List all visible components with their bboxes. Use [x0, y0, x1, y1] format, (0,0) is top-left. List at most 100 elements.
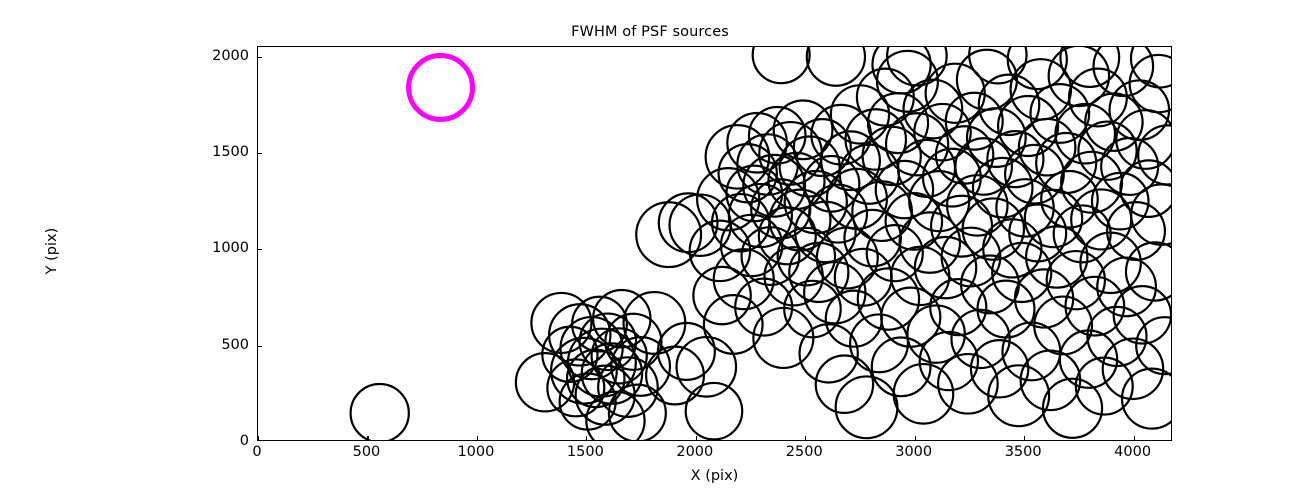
psf-source-circle — [971, 156, 1034, 219]
y-tick-label: 1000 — [212, 240, 249, 257]
psf-source-circle — [684, 381, 744, 440]
psf-source-circle — [772, 99, 834, 161]
psf-source-circle — [991, 241, 1053, 304]
psf-source-circle — [814, 354, 875, 414]
psf-source-circle — [712, 248, 775, 311]
x-tick — [1024, 436, 1026, 440]
psf-source-circle — [986, 130, 1045, 189]
psf-source-circle — [788, 241, 850, 304]
psf-source-circle — [794, 200, 857, 264]
y-tick-label: 0 — [239, 433, 249, 449]
highlighted-psf-source-circle — [406, 53, 476, 122]
psf-source-circle — [944, 91, 1004, 151]
x-tick — [586, 436, 588, 440]
psf-source-circle — [968, 47, 1028, 85]
psf-source-circle — [1101, 337, 1165, 401]
psf-source-circle — [856, 267, 921, 331]
psf-circles-svg — [349, 47, 1171, 440]
psf-source-circle — [954, 137, 1013, 196]
psf-source-circle — [1086, 305, 1148, 368]
psf-source-circle — [742, 153, 807, 218]
psf-source-circle — [924, 62, 986, 124]
psf-source-circle — [1128, 53, 1171, 114]
psf-source-circle — [610, 336, 672, 397]
psf-source-circle — [892, 362, 955, 425]
psf-source-circle — [597, 356, 659, 418]
psf-source-circle — [776, 226, 837, 287]
psf-source-circle — [692, 265, 752, 326]
psf-source-circle — [778, 135, 841, 198]
psf-source-circle — [950, 308, 1011, 370]
psf-source-circle — [585, 390, 646, 440]
psf-source-circle — [546, 358, 606, 418]
y-tick — [258, 152, 262, 155]
psf-source-circle — [929, 277, 988, 337]
psf-source-circle — [792, 118, 852, 178]
x-tick — [1133, 436, 1135, 440]
psf-source-circle — [1120, 367, 1171, 430]
psf-source-circle — [1033, 295, 1094, 356]
psf-source-circle — [1008, 203, 1068, 263]
x-tick-label: 4000 — [1114, 444, 1152, 460]
psf-source-circle — [1004, 143, 1065, 205]
x-tick-label: 1500 — [566, 444, 604, 460]
psf-source-circle — [783, 279, 842, 339]
psf-source-circle — [997, 94, 1060, 158]
psf-source-circle — [995, 178, 1055, 238]
psf-source-circle — [1054, 102, 1117, 165]
psf-source-circle — [808, 183, 869, 244]
psf-source-circle — [1035, 131, 1098, 195]
psf-source-circle — [820, 130, 881, 192]
x-tick-label: 3500 — [1004, 444, 1042, 460]
psf-source-circle — [580, 342, 644, 405]
psf-source-circle — [913, 102, 972, 162]
psf-source-circle — [934, 125, 995, 185]
x-tick-label: 500 — [352, 444, 381, 460]
psf-source-circle — [833, 247, 893, 307]
psf-source-circle — [1064, 275, 1126, 337]
psf-source-circle — [1090, 171, 1150, 231]
psf-source-circle — [578, 312, 638, 372]
psf-source-circle — [834, 375, 899, 440]
psf-source-circle — [349, 382, 410, 440]
psf-source-circle — [607, 383, 667, 440]
x-tick — [914, 436, 916, 440]
psf-source-circle — [987, 364, 1051, 428]
psf-source-circle — [1079, 231, 1142, 295]
page-title: FWHM of PSF sources — [571, 24, 729, 40]
psf-source-circle — [645, 345, 705, 406]
psf-source-circle — [1135, 316, 1171, 376]
psf-source-circle — [969, 339, 1030, 399]
psf-source-circle — [657, 192, 719, 254]
psf-source-circle — [1059, 47, 1121, 89]
scatter-layer — [258, 47, 1171, 440]
psf-source-circle — [1052, 204, 1112, 264]
psf-source-circle — [940, 226, 1002, 288]
psf-source-circle — [565, 348, 626, 409]
psf-source-circle — [566, 327, 637, 398]
psf-source-circle — [871, 47, 932, 95]
psf-source-circle — [844, 108, 908, 171]
psf-source-circle — [870, 336, 932, 398]
x-tick — [476, 436, 478, 440]
psf-source-circle — [704, 123, 771, 190]
psf-source-circle — [702, 294, 764, 355]
x-tick — [258, 436, 260, 440]
plot-axes — [257, 46, 1172, 441]
psf-source-circle — [965, 107, 1027, 168]
psf-source-circle — [1006, 47, 1068, 91]
x-tick — [695, 436, 697, 440]
psf-source-circle — [675, 335, 738, 398]
y-tick-label: 500 — [221, 336, 249, 353]
psf-source-circle — [874, 159, 935, 220]
y-tick — [258, 56, 262, 58]
psf-source-circle — [1129, 47, 1171, 89]
y-tick-label: 2000 — [212, 47, 249, 64]
psf-source-circle — [1041, 377, 1104, 439]
psf-source-circle — [726, 111, 788, 174]
psf-source-circle — [1137, 124, 1171, 186]
psf-source-circle — [805, 47, 867, 87]
x-tick — [367, 436, 369, 440]
psf-source-circle — [1029, 83, 1091, 144]
